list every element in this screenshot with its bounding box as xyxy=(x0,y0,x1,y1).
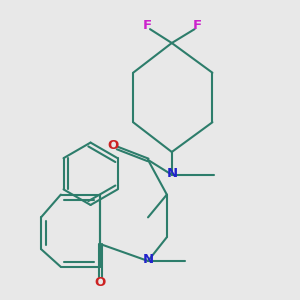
Text: F: F xyxy=(142,19,152,32)
Text: F: F xyxy=(193,19,202,32)
Text: O: O xyxy=(95,276,106,289)
Text: N: N xyxy=(167,167,178,180)
Text: O: O xyxy=(107,139,118,152)
Text: N: N xyxy=(142,253,154,266)
